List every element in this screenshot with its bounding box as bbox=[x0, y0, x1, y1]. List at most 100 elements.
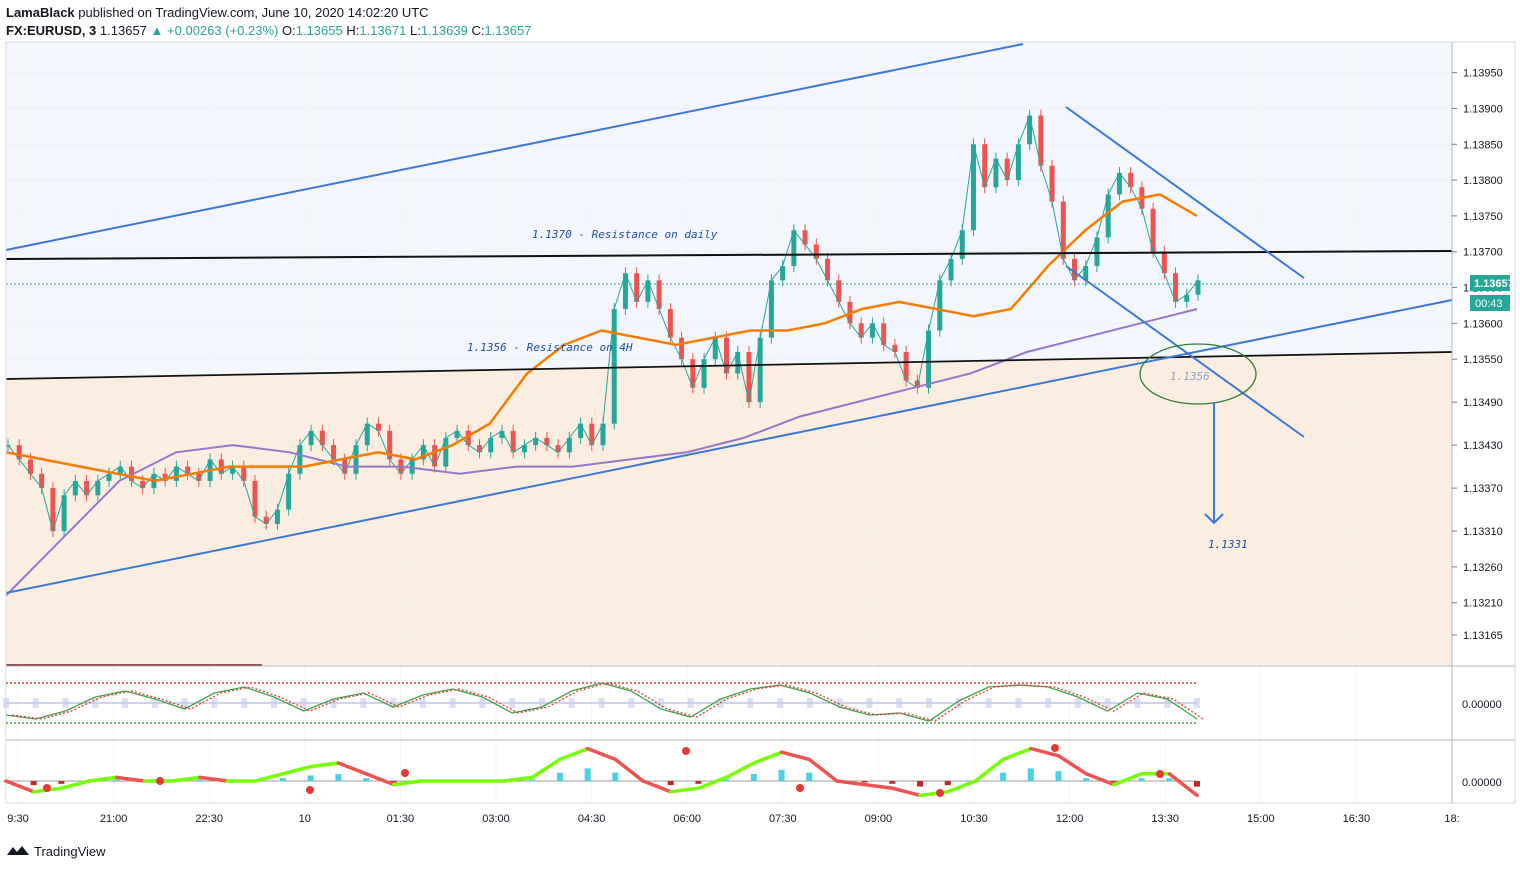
candle-body bbox=[982, 144, 988, 188]
candle-body bbox=[510, 430, 516, 453]
candle-body bbox=[768, 280, 774, 338]
candle-body bbox=[836, 280, 842, 302]
osc2-signal-segment bbox=[807, 757, 839, 783]
channel-upper-line[interactable] bbox=[1065, 106, 1305, 279]
osc2-histogram-bar bbox=[1055, 771, 1062, 781]
tradingview-logo-icon[interactable] bbox=[6, 843, 30, 859]
osc1-histogram-bar bbox=[955, 698, 962, 708]
candle-body bbox=[420, 445, 426, 460]
osc2-signal-segment bbox=[1112, 772, 1144, 787]
candle-body bbox=[622, 273, 628, 310]
osc2-histogram-bar bbox=[390, 781, 397, 783]
osc1-histogram-bar bbox=[658, 698, 665, 708]
osc2-histogram-bar bbox=[335, 774, 342, 781]
author-name[interactable]: LamaBlack bbox=[6, 5, 75, 20]
candle-body bbox=[252, 480, 258, 517]
close-value: 1.13657 bbox=[484, 23, 532, 38]
osc2-signal-dot bbox=[306, 786, 314, 794]
candle-body bbox=[858, 323, 864, 338]
candle-body bbox=[825, 258, 831, 281]
candle-body bbox=[667, 309, 673, 338]
osc2-signal-segment bbox=[59, 779, 91, 790]
candle-body bbox=[578, 423, 584, 438]
footer-brand[interactable]: TradingView bbox=[34, 843, 106, 859]
osc1-histogram-bar bbox=[181, 698, 188, 708]
price-axis[interactable]: 1.13950 1.13900 1.13850 1.13800 1.13750 1.137… bbox=[1452, 68, 1503, 642]
osc1-histogram-bar bbox=[1045, 698, 1052, 708]
osc2-signal-dot bbox=[43, 784, 51, 792]
price-chart[interactable]: 1.1370 - Resistance on daily 1.1356 - Re… bbox=[0, 0, 1520, 840]
osc2-histogram-bar bbox=[1138, 778, 1145, 781]
osc2-signal-segment bbox=[779, 750, 811, 762]
resistance-4h-line[interactable] bbox=[5, 351, 1453, 380]
candle-body bbox=[1027, 115, 1033, 145]
candle-body bbox=[319, 430, 325, 446]
candle-body bbox=[993, 158, 999, 188]
candle-body bbox=[881, 323, 887, 345]
oscillator-2-series bbox=[3, 744, 1200, 798]
candle-body bbox=[712, 337, 718, 360]
osc2-histogram-bar bbox=[1166, 778, 1173, 781]
osc1-histogram-bar bbox=[568, 698, 575, 708]
breakout-circle[interactable] bbox=[1139, 343, 1257, 405]
resistance-4h-label: 1.1356 - Resistance on 4H bbox=[467, 341, 633, 354]
candle-body bbox=[802, 230, 808, 245]
osc2-histogram-bar bbox=[806, 772, 813, 781]
time-tick-label: 15:00 bbox=[1247, 813, 1275, 825]
price-tick-label: 1.13900 bbox=[1463, 103, 1503, 115]
osc2-signal-segment bbox=[1167, 772, 1199, 798]
candle-body bbox=[443, 437, 449, 467]
high-label: H: bbox=[346, 23, 360, 38]
candle-body bbox=[914, 380, 920, 388]
osc1-histogram-bar bbox=[926, 698, 933, 708]
price-tick-label: 1.13260 bbox=[1463, 562, 1503, 574]
upper-trendline[interactable] bbox=[5, 43, 1024, 251]
time-axis[interactable]: 9:30 21:00 22:30 10 01:30 03:00 04:30 06:00 07:3… bbox=[7, 813, 1459, 825]
candle-body bbox=[432, 445, 438, 467]
osc1-histogram-bar bbox=[92, 698, 99, 708]
osc1-histogram-bar bbox=[1104, 698, 1111, 708]
channel-lower-line[interactable] bbox=[1065, 265, 1305, 438]
osc2-histogram-bar bbox=[750, 774, 757, 781]
candle-body bbox=[701, 359, 707, 388]
osc1-histogram-bar bbox=[122, 698, 129, 708]
time-tick-label: 18: bbox=[1444, 813, 1459, 825]
candle-body bbox=[735, 352, 741, 374]
osc1-histogram-bar bbox=[390, 698, 397, 708]
candle-body bbox=[286, 473, 292, 510]
symbol-label[interactable]: FX:EURUSD, 3 bbox=[6, 23, 97, 38]
price-tick-label: 1.13950 bbox=[1463, 68, 1503, 80]
price-tick-label: 1.13550 bbox=[1463, 354, 1503, 366]
lower-trendline[interactable] bbox=[5, 299, 1453, 594]
osc2-signal-dot bbox=[401, 769, 409, 777]
osc1-histogram-bar bbox=[300, 698, 307, 708]
candle-body bbox=[1004, 158, 1010, 181]
price-tick-label: 1.13750 bbox=[1463, 211, 1503, 223]
osc2-signal-segment bbox=[862, 782, 895, 790]
candle-body bbox=[723, 337, 729, 374]
candle-body bbox=[162, 473, 168, 481]
osc2-histogram-bar bbox=[612, 772, 619, 781]
resistance-daily-line[interactable] bbox=[5, 250, 1453, 260]
price-tick-label: 1.13850 bbox=[1463, 139, 1503, 151]
candle-body bbox=[84, 480, 90, 496]
osc2-histogram-bar bbox=[1083, 778, 1090, 781]
osc2-signal-dot bbox=[1156, 770, 1164, 778]
resistance-daily-label: 1.1370 - Resistance on daily bbox=[532, 228, 718, 241]
time-tick-label: 22:30 bbox=[195, 813, 223, 825]
candle-body bbox=[690, 359, 696, 388]
osc2-signal-segment bbox=[890, 786, 922, 798]
candle-body bbox=[892, 344, 898, 352]
candle-body bbox=[589, 423, 595, 446]
osc2-histogram-bar bbox=[944, 781, 951, 786]
osc1-histogram-bar bbox=[509, 698, 516, 708]
osc2-signal-segment bbox=[835, 779, 867, 787]
osc2-signal-segment bbox=[558, 746, 590, 762]
osc2-signal-segment bbox=[530, 757, 562, 780]
high-value: 1.13671 bbox=[359, 23, 407, 38]
candle-body bbox=[16, 445, 22, 460]
osc2-histogram-bar bbox=[1110, 781, 1117, 783]
osc2-signal-dot bbox=[1051, 744, 1059, 752]
osc1-histogram-bar bbox=[1015, 698, 1022, 708]
price-tick-label: 1.13165 bbox=[1463, 630, 1503, 642]
